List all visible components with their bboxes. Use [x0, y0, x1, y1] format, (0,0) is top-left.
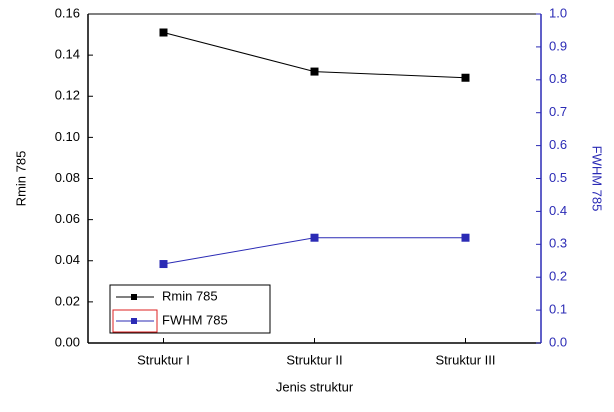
legend-marker — [131, 318, 137, 324]
y2-tick-label: 0.4 — [549, 203, 567, 218]
y-tick-label: 0.08 — [55, 170, 80, 185]
y-tick-label: 0.16 — [55, 5, 80, 20]
x-tick-label: Struktur III — [436, 352, 496, 367]
legend-marker — [131, 294, 137, 300]
y2-tick-label: 0.3 — [549, 236, 567, 251]
x-tick-label: Struktur I — [137, 352, 190, 367]
legend-box — [109, 284, 271, 334]
y2-tick-label: 0.5 — [549, 170, 567, 185]
y-axis-label: Rmin 785 — [13, 151, 28, 207]
legend-label: FWHM 785 — [162, 312, 228, 327]
y-tick-label: 0.00 — [55, 334, 80, 349]
y2-axis-label: FWHM 785 — [590, 146, 605, 212]
y2-tick-label: 0.9 — [549, 38, 567, 53]
point — [310, 233, 319, 242]
y-tick-label: 0.02 — [55, 293, 80, 308]
y2-tick-label: 0.2 — [549, 269, 567, 284]
legend-highlight — [112, 309, 158, 333]
y2-tick-label: 0.7 — [549, 104, 567, 119]
y-tick-label: 0.04 — [55, 252, 80, 267]
point — [461, 233, 470, 242]
x-tick-label: Struktur II — [286, 352, 342, 367]
point — [159, 260, 168, 269]
y-tick-label: 0.12 — [55, 88, 80, 103]
point — [159, 28, 168, 37]
y-tick-label: 0.14 — [55, 47, 80, 62]
y2-tick-label: 0.1 — [549, 302, 567, 317]
legend-label: Rmin 785 — [162, 288, 218, 303]
y2-tick-label: 0.0 — [549, 334, 567, 349]
y2-tick-label: 0.6 — [549, 137, 567, 152]
point — [310, 67, 319, 76]
y2-tick-label: 1.0 — [549, 5, 567, 20]
y2-tick-label: 0.8 — [549, 71, 567, 86]
point — [461, 73, 470, 82]
y-tick-label: 0.10 — [55, 129, 80, 144]
y-tick-label: 0.06 — [55, 211, 80, 226]
x-axis-label: Jenis struktur — [276, 379, 354, 394]
